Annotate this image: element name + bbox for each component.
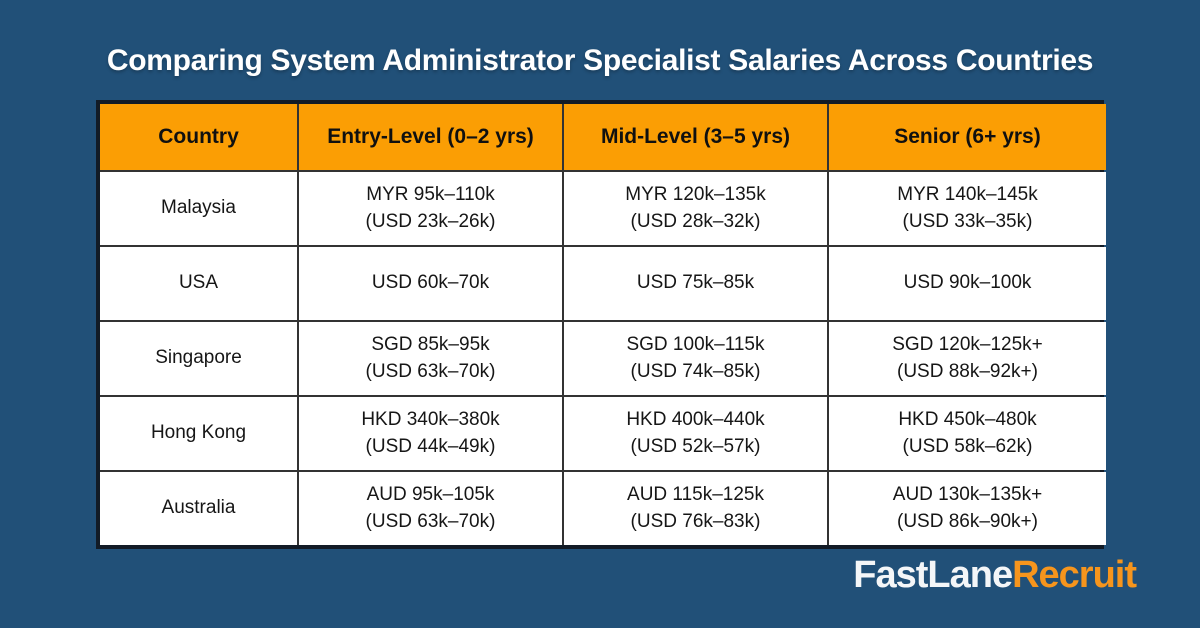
row-country-label: Hong Kong [100, 397, 297, 470]
salary-local-range: AUD 115k–125k [627, 484, 764, 506]
salary-cell: AUD 130k–135k+ (USD 86k–90k+) [829, 472, 1106, 545]
salary-cell: AUD 115k–125k (USD 76k–83k) [564, 472, 827, 545]
salary-usd-range: (USD 52k–57k) [630, 435, 761, 457]
salary-usd-range: (USD 23k–26k) [365, 210, 496, 232]
salary-cell: HKD 450k–480k (USD 58k–62k) [829, 397, 1106, 470]
salary-local-range: MYR 95k–110k [366, 184, 495, 206]
salary-local-range: USD 60k–70k [371, 272, 490, 294]
brand-logo-recruit: Recruit [1012, 554, 1137, 596]
salary-local-range: HKD 450k–480k [898, 409, 1037, 431]
salary-usd-range: (USD 76k–83k) [630, 510, 761, 532]
salary-local-range: AUD 130k–135k+ [892, 484, 1043, 506]
salary-usd-range: (USD 88k–92k+) [897, 360, 1038, 382]
salary-usd-range: (USD 33k–35k) [902, 210, 1033, 232]
salary-usd-range: (USD 86k–90k+) [897, 510, 1038, 532]
salary-usd-range: (USD 44k–49k) [365, 435, 496, 457]
salary-local-range: MYR 120k–135k [625, 184, 766, 206]
salary-cell: AUD 95k–105k (USD 63k–70k) [299, 472, 562, 545]
salary-cell: MYR 140k–145k (USD 33k–35k) [829, 172, 1106, 245]
salary-cell: HKD 340k–380k (USD 44k–49k) [299, 397, 562, 470]
row-country-label: Malaysia [100, 172, 297, 245]
column-header-senior: Senior (6+ yrs) [829, 104, 1106, 170]
salary-cell: USD 75k–85k [564, 247, 827, 320]
row-country-label: Australia [100, 472, 297, 545]
salary-local-range: SGD 100k–115k [626, 334, 765, 356]
brand-logo: FastLaneRecruit [853, 554, 1137, 597]
column-header-country: Country [100, 104, 297, 170]
salary-cell: HKD 400k–440k (USD 52k–57k) [564, 397, 827, 470]
salary-local-range: SGD 120k–125k+ [892, 334, 1043, 356]
page-title: Comparing System Administrator Specialis… [106, 44, 1094, 77]
salary-cell: USD 90k–100k [829, 247, 1106, 320]
salary-usd-range: (USD 63k–70k) [365, 360, 496, 382]
salary-local-range: SGD 85k–95k [371, 334, 490, 356]
salary-usd-range: (USD 58k–62k) [902, 435, 1033, 457]
row-country-label: USA [100, 247, 297, 320]
salary-cell: USD 60k–70k [299, 247, 562, 320]
salary-cell: MYR 120k–135k (USD 28k–32k) [564, 172, 827, 245]
brand-logo-fastlane: FastLane [853, 554, 1013, 596]
salary-cell: MYR 95k–110k (USD 23k–26k) [299, 172, 562, 245]
salary-table: Country Entry-Level (0–2 yrs) Mid-Level … [96, 100, 1106, 549]
salary-usd-range: (USD 28k–32k) [630, 210, 761, 232]
salary-local-range: USD 90k–100k [903, 272, 1032, 294]
salary-cell: SGD 100k–115k (USD 74k–85k) [564, 322, 827, 395]
salary-cell: SGD 85k–95k (USD 63k–70k) [299, 322, 562, 395]
column-header-mid-level: Mid-Level (3–5 yrs) [564, 104, 827, 170]
salary-usd-range: (USD 63k–70k) [365, 510, 496, 532]
salary-local-range: MYR 140k–145k [897, 184, 1038, 206]
row-country-label: Singapore [100, 322, 297, 395]
salary-local-range: AUD 95k–105k [366, 484, 495, 506]
salary-local-range: HKD 400k–440k [626, 409, 765, 431]
salary-cell: SGD 120k–125k+ (USD 88k–92k+) [829, 322, 1106, 395]
salary-local-range: HKD 340k–380k [361, 409, 500, 431]
salary-usd-range: (USD 74k–85k) [630, 360, 761, 382]
column-header-entry-level: Entry-Level (0–2 yrs) [299, 104, 562, 170]
salary-local-range: USD 75k–85k [636, 272, 755, 294]
